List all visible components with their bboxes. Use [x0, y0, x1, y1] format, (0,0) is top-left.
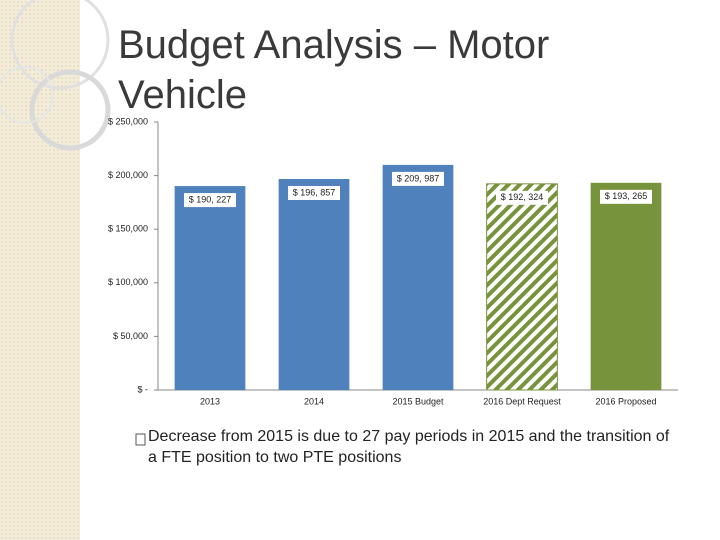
- bar: [486, 183, 558, 391]
- value-label: $ 196, 857: [293, 187, 336, 197]
- y-tick-label: $ 150,000: [108, 224, 148, 234]
- value-label-bg: [496, 190, 548, 205]
- bar: [278, 178, 350, 390]
- x-tick-label: 2015 Budget: [392, 396, 444, 406]
- bar: [590, 182, 662, 390]
- x-tick-label: 2016 Proposed: [595, 396, 656, 406]
- y-tick-label: $ 50,000: [113, 331, 148, 341]
- decor-circle: [10, 0, 110, 90]
- slide-title: Budget Analysis – Motor Vehicle: [118, 23, 550, 117]
- y-tick-label: $ -: [137, 384, 148, 394]
- side-stripe: [0, 0, 80, 540]
- y-tick-label: $ 250,000: [108, 116, 148, 126]
- bullet-marker: [135, 433, 146, 446]
- bullet-text: Decrease from 2015 is due to 27 pay peri…: [148, 428, 670, 466]
- x-tick-label: 2016 Dept Request: [483, 396, 561, 406]
- value-label-bg: [600, 189, 652, 204]
- y-tick-label: $ 100,000: [108, 277, 148, 287]
- value-label: $ 190, 227: [189, 194, 232, 204]
- value-label: $ 209, 987: [397, 173, 440, 183]
- x-tick-label: 2013: [200, 396, 220, 406]
- bar: [382, 164, 454, 390]
- value-label-bg: [288, 185, 340, 200]
- value-label: $ 192, 324: [501, 192, 544, 202]
- decor-circle: [29, 69, 111, 151]
- decor-circle: [0, 66, 54, 124]
- value-label: $ 193, 265: [605, 191, 648, 201]
- x-tick-label: 2014: [304, 396, 324, 406]
- bar: [174, 186, 246, 390]
- value-label-bg: [184, 193, 236, 208]
- y-tick-label: $ 200,000: [108, 170, 148, 180]
- value-label-bg: [392, 171, 444, 186]
